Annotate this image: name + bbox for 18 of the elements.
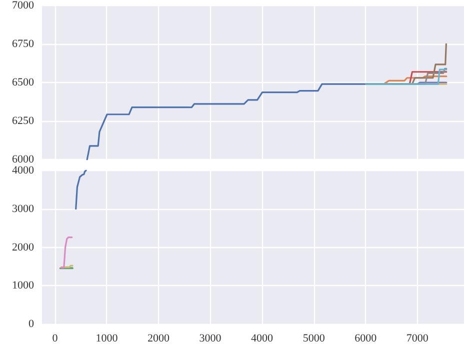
y-tick-label: 0 [28,318,34,330]
y-tick-label: 7000 [12,0,34,12]
x-tick-label: 5000 [302,332,326,344]
y-tick-label: 6250 [12,115,34,127]
x-tick-label: 0 [52,332,58,344]
x-tick-label: 6000 [354,332,378,344]
x-tick-label: 4000 [251,332,274,344]
y-tick-label: 6750 [12,38,34,50]
x-tick-label: 1000 [96,332,118,344]
x-tick-label: 3000 [199,332,222,344]
y-tick-label: 4000 [12,164,34,176]
y-tick-label: 1000 [12,280,34,292]
x-tick-label: 2000 [148,332,170,344]
y-tick-label: 6000 [12,154,34,166]
y-tick-label: 2000 [12,241,34,254]
x-tick-label: 7000 [406,332,429,344]
y-tick-label: 6500 [12,76,34,88]
y-tick-label: 3000 [12,202,34,215]
